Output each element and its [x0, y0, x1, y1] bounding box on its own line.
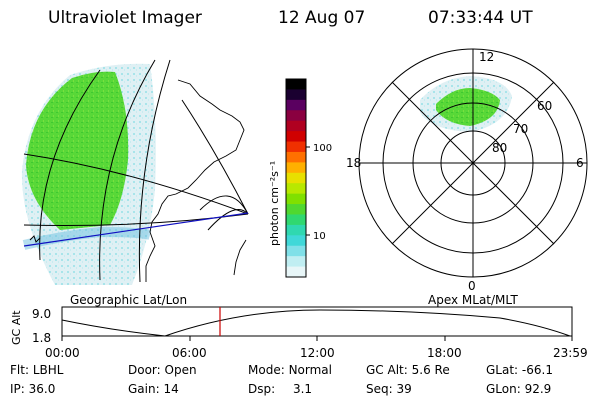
colorbar-tick-100: 100: [313, 143, 332, 154]
polar-lat-70: 70: [513, 122, 528, 136]
flt-label: Flt:: [10, 363, 29, 377]
altitude-ytick-bottom: 1.8: [32, 331, 51, 345]
dsp-value: 3.1: [292, 382, 313, 396]
colorbar-stripe: [286, 141, 306, 153]
glat-label: GLat:: [486, 363, 519, 377]
satellite-track: [23, 212, 249, 247]
polar-mlt-6: 6: [576, 156, 584, 170]
geographic-image: [21, 63, 156, 285]
colorbar-stripe: [286, 235, 306, 247]
status-ip: IP: 36.0: [10, 382, 55, 396]
polar-lat-80: 80: [492, 141, 507, 155]
altitude-ylabel: GC Alt: [10, 310, 23, 345]
seq-value: 39: [396, 382, 412, 396]
colorbar-stripe: [286, 162, 306, 174]
dsp-label: Dsp:: [248, 382, 276, 396]
colorbar-stripe: [286, 214, 306, 226]
status-dsp: Dsp: 3.1: [248, 382, 312, 396]
status-flt: Flt: LBHL: [10, 363, 63, 377]
colorbar-stripe: [286, 266, 306, 278]
colorbar: [285, 78, 310, 278]
colorbar-stripe: [286, 110, 306, 122]
coastline: [145, 79, 247, 282]
polar-plot: [358, 48, 588, 278]
status-gcalt: GC Alt: 5.6 Re: [366, 363, 450, 377]
xtick-1200: 12:00: [300, 346, 335, 360]
xtick-2359: 23:59: [553, 346, 588, 360]
ip-label: IP:: [10, 382, 25, 396]
status-door: Door: Open: [128, 363, 197, 377]
colorbar-tick-10: 10: [313, 231, 326, 242]
colorbar-stripe: [286, 99, 306, 111]
colorbar-stripe: [286, 193, 306, 205]
seq-label: Seq:: [366, 382, 393, 396]
colorbar-stripe: [286, 79, 306, 91]
colorbar-stripe: [286, 120, 306, 132]
colorbar-stripe: [286, 204, 306, 216]
xtick-1800: 18:00: [427, 346, 462, 360]
status-gain: Gain: 14: [128, 382, 179, 396]
xtick-0600: 06:00: [172, 346, 207, 360]
colorbar-stripe: [286, 245, 306, 257]
instrument-title: Ultraviolet Imager: [48, 8, 202, 28]
status-mode: Mode: Normal: [248, 363, 332, 377]
colorbar-stripe: [286, 183, 306, 195]
track-marker-icon: [29, 235, 41, 243]
flt-value: LBHL: [32, 363, 64, 377]
date-label: 12 Aug 07: [278, 8, 366, 28]
polar-mlt-18: 18: [346, 156, 361, 170]
gcalt-label: GC Alt:: [366, 363, 408, 377]
colorbar-unit-label: photon cm⁻²s⁻¹: [268, 161, 281, 246]
colorbar-stripe: [286, 131, 306, 143]
gcalt-value: 5.6 Re: [411, 363, 450, 377]
geo-panel-label: Geographic Lat/Lon: [70, 293, 187, 307]
glat-value: -66.1: [521, 363, 553, 377]
gain-label: Gain:: [128, 382, 160, 396]
colorbar-stripe: [286, 89, 306, 101]
colorbar-stripe: [286, 224, 306, 236]
polar-mlt-12: 12: [479, 50, 494, 64]
status-glat: GLat: -66.1: [486, 363, 553, 377]
polar-mlt-0: 0: [468, 279, 476, 293]
status-seq: Seq: 39: [366, 382, 412, 396]
door-label: Door:: [128, 363, 161, 377]
glon-label: GLon:: [486, 382, 521, 396]
altitude-ytick-top: 9.0: [32, 307, 51, 321]
glon-value: 92.9: [524, 382, 552, 396]
mode-value: Normal: [288, 363, 332, 377]
ip-value: 36.0: [28, 382, 56, 396]
polar-panel-label: Apex MLat/MLT: [428, 293, 518, 307]
polar-lat-60: 60: [537, 99, 552, 113]
xtick-0000: 00:00: [45, 346, 80, 360]
colorbar-stripe: [286, 172, 306, 184]
mode-label: Mode:: [248, 363, 285, 377]
gain-value: 14: [163, 382, 179, 396]
colorbar-stripe: [286, 151, 306, 163]
door-value: Open: [164, 363, 197, 377]
colorbar-stripe: [286, 256, 306, 268]
altitude-plot: [61, 306, 573, 341]
status-glon: GLon: 92.9: [486, 382, 551, 396]
time-label: 07:33:44 UT: [428, 8, 533, 28]
